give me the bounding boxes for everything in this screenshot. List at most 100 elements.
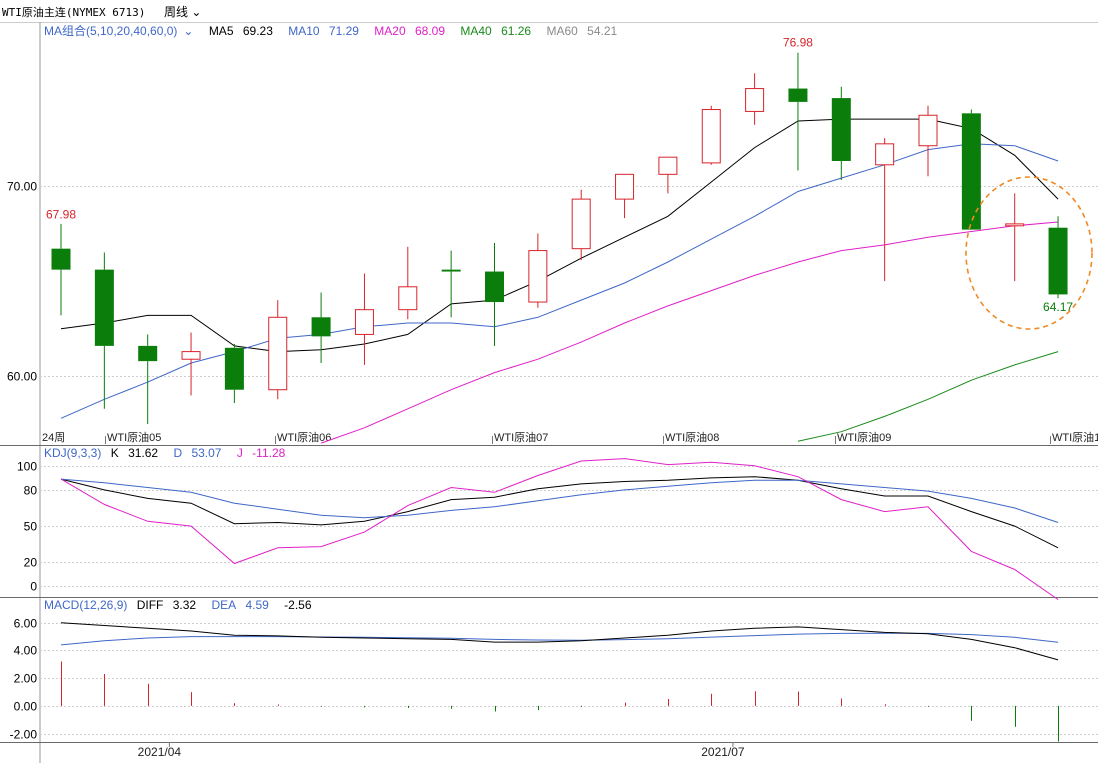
legend-k: K 31.62 xyxy=(110,446,159,460)
candle xyxy=(138,334,158,425)
candle-body xyxy=(701,109,721,164)
candle-body xyxy=(398,286,418,311)
kdj-tick-label: 20 xyxy=(24,556,38,570)
contract-label: 24周 xyxy=(42,431,65,444)
candle xyxy=(701,105,721,165)
price-annotation: 67.98 xyxy=(46,207,76,221)
ma10-line xyxy=(60,143,1059,419)
contract-label: WTI原油05 xyxy=(107,430,161,444)
candle-body xyxy=(485,271,504,303)
time-label: 2021/04 xyxy=(138,745,182,759)
candle-body xyxy=(1005,223,1025,227)
candle-body xyxy=(615,173,635,200)
candle xyxy=(831,86,851,181)
kdj-k-line xyxy=(60,476,1059,549)
candle-body xyxy=(311,317,331,337)
kdj-tick-label: 80 xyxy=(24,484,38,498)
contract-label: WTI原油06 xyxy=(277,430,331,444)
candle xyxy=(528,233,548,308)
ma-group-title[interactable]: MA组合(5,10,20,40,60,0) ⌄ xyxy=(44,24,194,38)
candle-body xyxy=(441,269,461,272)
kdj-j-line xyxy=(60,458,1059,601)
legend-diff: DIFF 3.32 xyxy=(136,598,197,612)
period-label: 周线 xyxy=(164,5,189,19)
macd-title[interactable]: MACD(12,26,9) xyxy=(44,598,128,612)
time-label: 2021/07 xyxy=(701,745,745,759)
diff-line xyxy=(60,622,1059,661)
candle xyxy=(94,252,114,409)
candle xyxy=(1048,216,1068,299)
contract-label: WTI原油09 xyxy=(837,430,891,444)
candle xyxy=(615,173,635,219)
macd-tick-label: 6.00 xyxy=(14,617,38,631)
candle-body xyxy=(658,156,678,175)
dea-line xyxy=(60,632,1059,646)
legend-ma10: MA10 71.29 xyxy=(288,24,359,38)
candle-body xyxy=(571,198,591,250)
candle-body xyxy=(831,98,851,161)
candle xyxy=(875,138,895,282)
candle-body xyxy=(268,316,288,391)
contract-label: WTI原油1 xyxy=(1052,430,1098,444)
candle-body xyxy=(181,351,201,360)
price-tick-label: 70.00 xyxy=(7,180,37,194)
candle xyxy=(441,250,461,318)
candle-body xyxy=(745,88,765,112)
kdj-tick-label: 0 xyxy=(30,580,37,594)
candle-body xyxy=(138,345,158,362)
price-tick-label: 60.00 xyxy=(7,370,37,384)
candle-body xyxy=(51,248,71,270)
legend-j: J -11.28 xyxy=(236,446,286,460)
candle xyxy=(745,73,765,125)
candle-body xyxy=(961,113,981,230)
kdj-tick-label: 100 xyxy=(17,460,37,474)
chevron-down-icon: ⌄ xyxy=(183,24,194,38)
macd-tick-label: 4.00 xyxy=(14,644,38,658)
candle-body xyxy=(528,250,548,303)
kdj-title[interactable]: KDJ(9,3,3) xyxy=(44,446,102,460)
candle-body xyxy=(354,309,374,335)
macd-tick-label: 2.00 xyxy=(14,672,38,686)
candle xyxy=(51,223,71,316)
legend-ma20: MA20 68.09 xyxy=(374,24,446,38)
highlight-circle xyxy=(965,176,1093,330)
price-annotation: 64.17 xyxy=(1043,300,1073,314)
candle-body xyxy=(918,114,938,147)
legend-ma40: MA40 61.26 xyxy=(460,24,532,38)
price-annotation: 76.98 xyxy=(783,36,813,50)
ma20-line xyxy=(320,221,1059,444)
period-selector[interactable]: 周线 ⌄ xyxy=(164,3,201,20)
candle-body xyxy=(94,269,114,346)
macd-tick-label: 0.00 xyxy=(14,700,38,714)
candle xyxy=(398,246,418,320)
candle xyxy=(571,189,591,261)
kdj-tick-label: 50 xyxy=(24,520,38,534)
contract-label: WTI原油08 xyxy=(665,430,719,444)
legend-dea: DEA 4.59 xyxy=(211,598,269,612)
price-legend: MA组合(5,10,20,40,60,0) ⌄ MA5 69.23 MA10 71… xyxy=(44,22,629,39)
kdj-legend: KDJ(9,3,3) K 31.62 D 53.07 J -11.28 xyxy=(44,446,297,460)
legend-ma60: MA60 54.21 xyxy=(546,24,618,38)
candle-body xyxy=(788,88,808,102)
candle xyxy=(788,52,808,171)
candle xyxy=(1005,193,1025,282)
legend-ma5: MA5 69.23 xyxy=(208,24,273,38)
legend-macd: -2.56 xyxy=(284,598,312,612)
chart-header: WTI原油主连(NYMEX 6713) 周线 ⌄ xyxy=(0,0,1098,22)
candle xyxy=(268,300,288,400)
candle xyxy=(918,105,938,177)
macd-legend: MACD(12,26,9) DIFF 3.32 DEA 4.59 -2.56 xyxy=(44,598,324,612)
chevron-down-icon: ⌄ xyxy=(188,5,202,19)
candle xyxy=(485,242,504,346)
symbol-title[interactable]: WTI原油主连(NYMEX 6713) xyxy=(2,6,146,19)
contract-label: WTI原油07 xyxy=(494,430,548,444)
kdj-d-line xyxy=(60,478,1059,523)
candle-body xyxy=(875,143,895,166)
ma5-line xyxy=(60,118,1059,353)
macd-tick-label: -2.00 xyxy=(10,728,38,742)
candle xyxy=(354,273,374,365)
candle xyxy=(311,292,331,364)
candle-body xyxy=(1048,227,1068,295)
candle xyxy=(224,343,244,404)
